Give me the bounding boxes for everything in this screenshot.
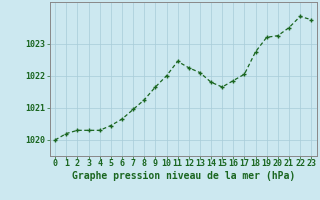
X-axis label: Graphe pression niveau de la mer (hPa): Graphe pression niveau de la mer (hPa) (72, 171, 295, 181)
